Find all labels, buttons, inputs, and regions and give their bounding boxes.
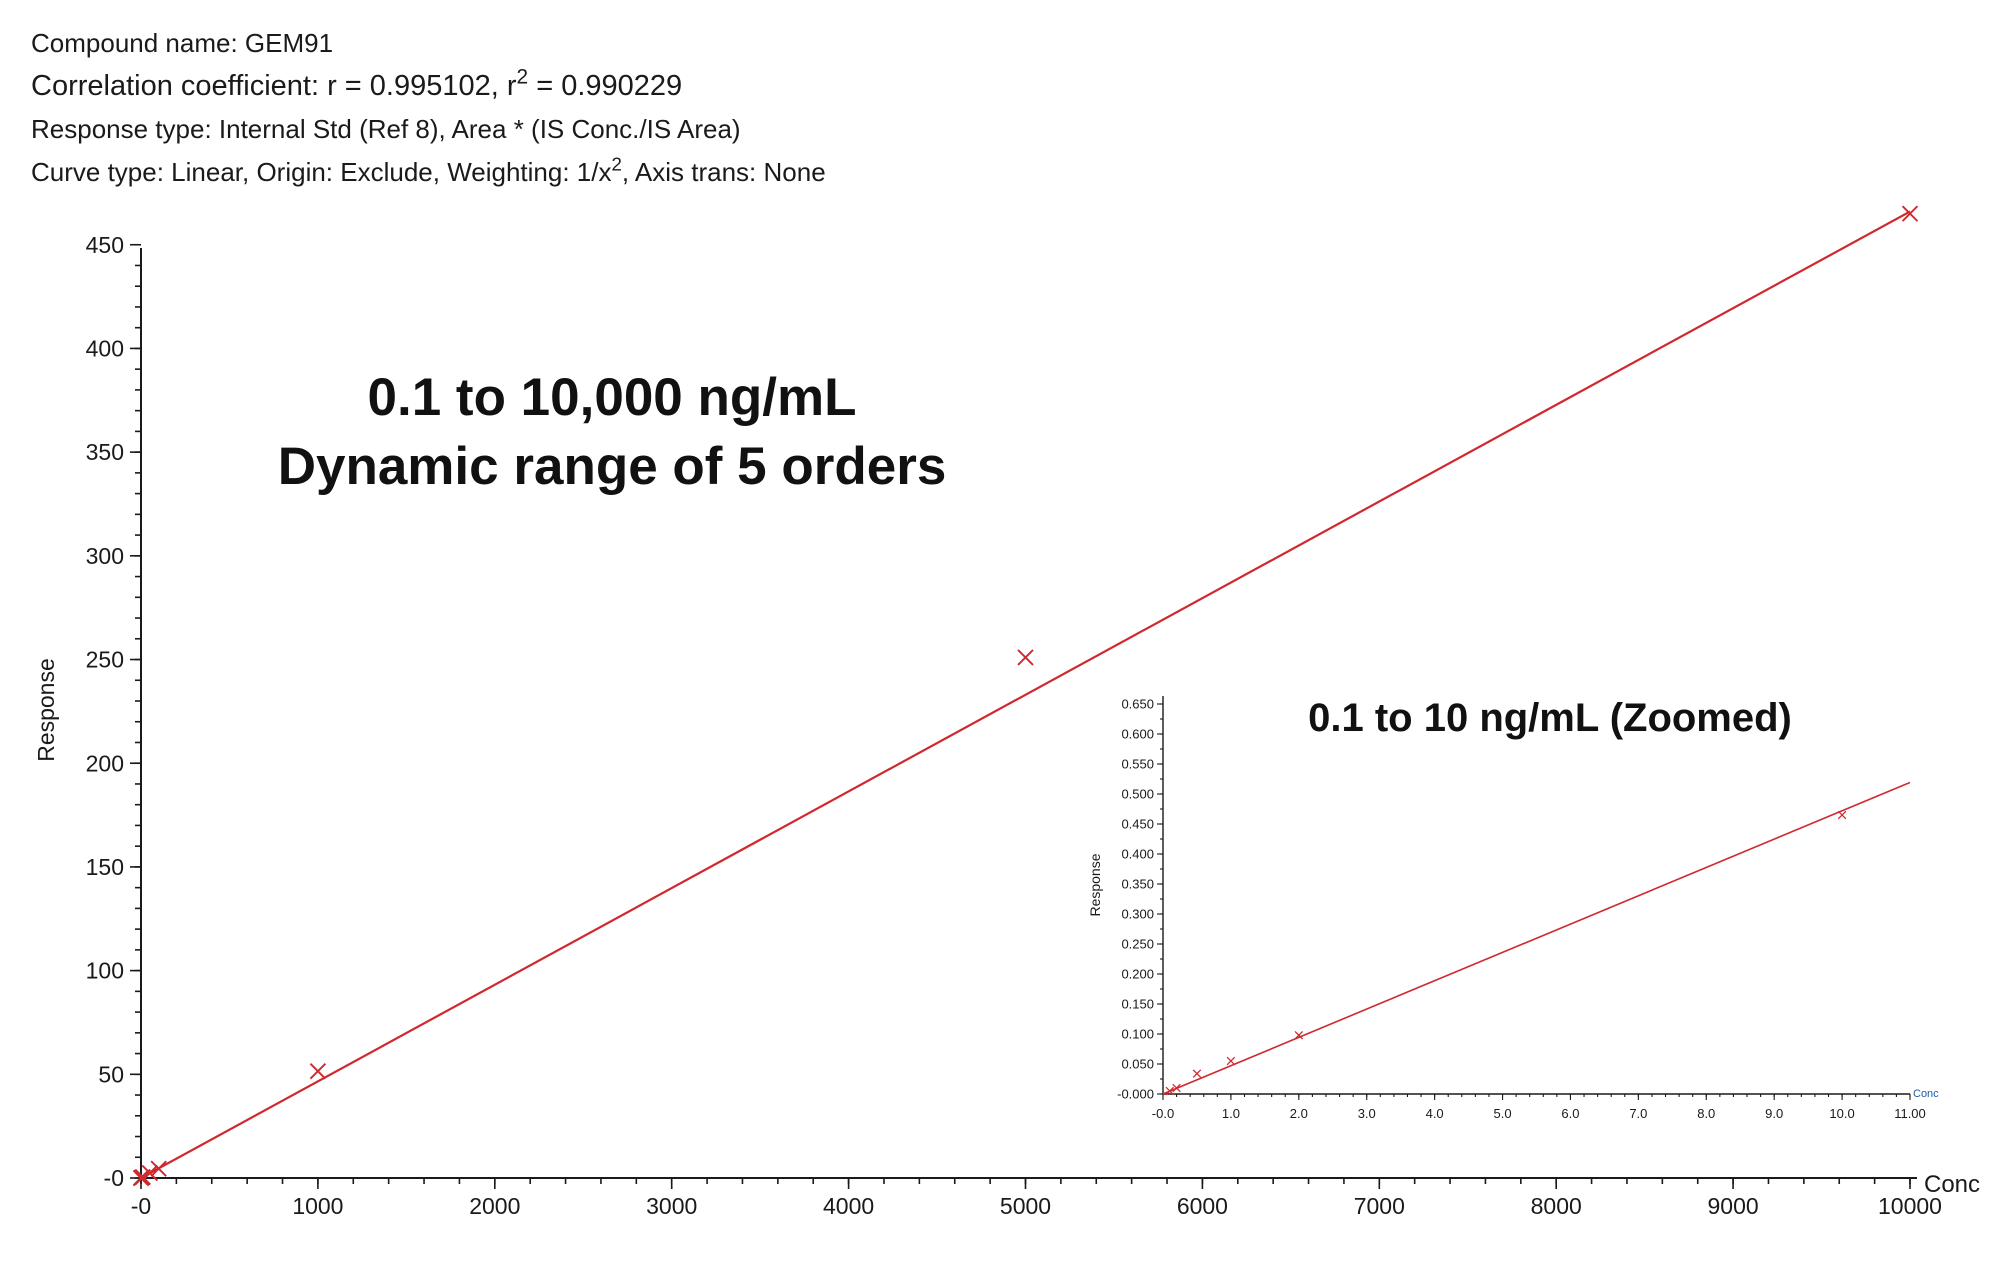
x-tick-label: 9000 [1708,1193,1759,1219]
y-axis-label: Response [33,658,59,762]
x-tick-label: -0.0 [1152,1106,1174,1121]
x-tick-label: 10.0 [1829,1106,1854,1121]
x-axis-label: Conc [1913,1088,1939,1100]
y-axis-label: Response [1087,853,1103,916]
response-type: Response type: Internal Std (Ref 8), Are… [31,114,741,144]
y-tick-label: 0.450 [1121,817,1154,832]
x-tick-label: 1.0 [1222,1106,1240,1121]
y-tick-label: 0.250 [1121,937,1154,952]
y-tick-label: 0.400 [1121,847,1154,862]
y-tick-label: 150 [86,854,124,880]
x-tick-label: 10000 [1878,1193,1942,1219]
data-point-marker [1837,810,1847,820]
data-point-marker [141,1164,159,1182]
x-tick-label: 2.0 [1290,1106,1308,1121]
compound-name-label: Compound name: [31,28,238,58]
y-tick-label: 50 [98,1061,124,1087]
correlation-r2: = 0.990229 [528,70,683,102]
x-tick-label: 3.0 [1358,1106,1376,1121]
y-tick-label: 0.200 [1121,967,1154,982]
curve-type: Curve type: Linear, Origin: Exclude, Wei… [31,151,826,194]
x-tick-label: 9.0 [1765,1106,1783,1121]
y-tick-label: 0.050 [1121,1057,1154,1072]
compound-name: Compound name: GEM91 [31,22,826,65]
y-tick-label: 0.550 [1121,757,1154,772]
y-tick-label: -0 [104,1165,124,1191]
inset-title: 0.1 to 10 ng/mL (Zoomed) [1308,696,1792,740]
y-tick-label: 0.600 [1121,727,1154,742]
y-tick-label: 300 [86,543,124,569]
y-tick-label: 0.650 [1121,697,1154,712]
data-point-marker [1294,1030,1304,1040]
data-point-marker [1226,1056,1236,1066]
data-point-marker [150,1160,167,1177]
correlation-r2-superscript: 2 [516,65,529,89]
y-tick-label: 0.150 [1121,997,1154,1012]
x-tick-label: 8.0 [1697,1106,1715,1121]
data-point-marker [1901,205,1919,222]
inset-plot: -0.0 1.0 2.0 3.0 4.0 5.0 6.0 7.0 8.0 9.0 10.0 11.00… [1087,696,1939,1121]
x-tick-label: 2000 [469,1193,520,1219]
y-tick-label: 0.500 [1121,787,1154,802]
compound-name-value: GEM91 [244,28,334,58]
x-tick-label: 8000 [1531,1193,1582,1219]
x-tick-label: 6.0 [1561,1106,1579,1121]
correlation-label: Correlation coefficient: [31,70,320,102]
data-point-marker [309,1063,327,1080]
fit-line [1162,781,1911,1095]
y-tick-label: 350 [86,439,124,465]
data-point-marker [1192,1069,1202,1078]
data-point-marker [1017,649,1034,666]
x-tick-label: 6000 [1177,1193,1228,1219]
y-tick-label: 100 [86,958,124,984]
correlation-coefficient: Correlation coefficient: r = 0.995102, r… [31,65,826,108]
y-tick-label: 0.100 [1121,1027,1154,1042]
data-point-marker [1165,1086,1175,1096]
curve-type-superscript: 2 [611,153,622,175]
y-tick-label: 0.300 [1121,907,1154,922]
x-tick-label: 3000 [646,1193,697,1219]
x-tick-label: 5.0 [1494,1106,1512,1121]
x-axis-label: Conc [1924,1171,1980,1198]
y-tick-label: 200 [86,750,124,776]
dynamic-range-title-line2: Dynamic range of 5 orders [278,437,947,496]
curve-type-text: Curve type: Linear, Origin: Exclude, Wei… [31,157,612,187]
curve-type-rest: , Axis trans: None [621,157,826,187]
x-tick-label: 7000 [1354,1193,1405,1219]
y-tick-label: 450 [86,232,124,258]
x-tick-label: 1000 [292,1193,343,1219]
x-tick-label: 5000 [1000,1193,1051,1219]
x-tick-label: 4000 [823,1193,874,1219]
y-tick-label: 400 [86,335,124,361]
y-tick-label: 0.350 [1121,877,1154,892]
x-tick-label: 4.0 [1426,1106,1444,1121]
y-tick-label: 250 [86,647,124,673]
x-tick-label: -0 [131,1193,151,1219]
correlation-r: r = 0.995102, r [327,70,517,102]
data-point-marker [1172,1083,1181,1093]
fit-line [140,210,1911,1179]
main-plot: -0 1000 2000 3000 4000 5000 6000 7000 8000 9000 10… [33,205,1980,1219]
dynamic-range-title-line1: 0.1 to 10,000 ng/mL [368,368,857,427]
x-tick-label: 11.00 [1894,1106,1926,1121]
x-tick-label: 7.0 [1629,1106,1647,1121]
y-tick-label: -0.000 [1117,1087,1154,1102]
chart-header: Compound name: GEM91 Correlation coeffic… [31,22,826,194]
